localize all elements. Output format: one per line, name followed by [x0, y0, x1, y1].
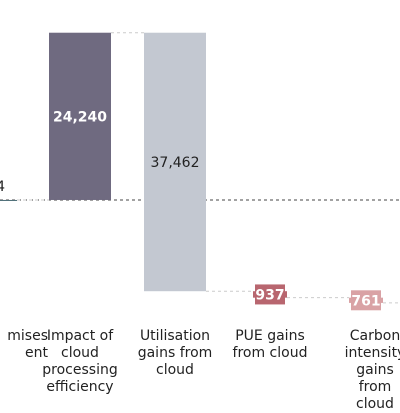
bar: [144, 32, 206, 292]
category-label: PUE gains from cloud: [232, 328, 308, 361]
bar: [0, 199, 17, 201]
data-label: 24,240: [53, 109, 107, 125]
category-label: Utilisation gains from cloud: [137, 328, 213, 378]
data-label: 937: [255, 287, 284, 303]
data-label: 4: [0, 179, 5, 195]
category-label: Carbon intensity gains from cloud: [344, 328, 400, 412]
category-label: mises ent: [7, 328, 48, 361]
data-label: 37,462: [151, 155, 200, 171]
bar: [49, 32, 111, 200]
waterfall-chart: 4 24,240 37,462 937 761: [0, 32, 400, 311]
category-label: Impact of cloud processing efficiency: [42, 328, 118, 395]
data-label: 761: [351, 293, 380, 309]
bar-label-chip: [351, 290, 381, 311]
bar-label-chip: [255, 284, 285, 305]
